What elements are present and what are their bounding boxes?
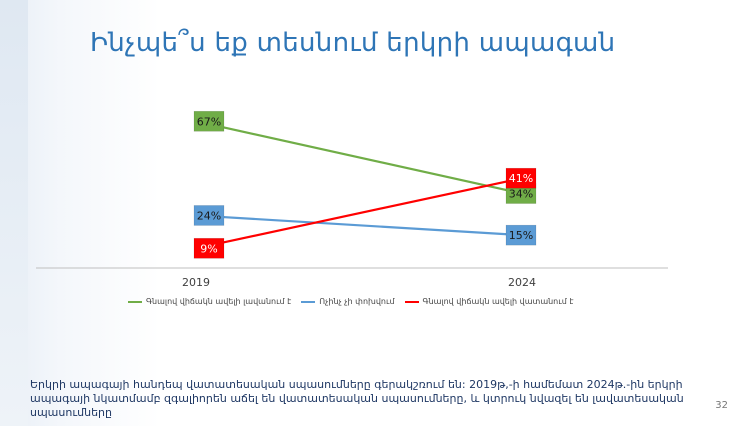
legend-item-0: Գնալով վիճակն ավելի լավանում է <box>128 297 291 306</box>
slide-title: Ինչպե՞ս եք տեսնում երկրի ապագան <box>90 28 616 58</box>
line-chart: 2019 2024 67% 34% 24% 15% 9% 41% <box>36 110 668 289</box>
legend-label-1: Ոչինչ չի փոխվում <box>319 297 395 306</box>
series-line-2 <box>195 177 523 250</box>
data-label-1-1: 15% <box>509 229 533 242</box>
legend-swatch-2 <box>404 300 419 303</box>
data-label-box-1-0 <box>193 205 225 226</box>
data-label-box-0-0 <box>193 110 225 132</box>
legend-label-0: Գնալով վիճակն ավելի լավանում է <box>146 297 292 306</box>
data-label-0-0: 67% <box>197 115 221 128</box>
data-label-1-0: 24% <box>197 209 221 222</box>
legend-item-1: Ոչինչ չի փոխվում <box>301 297 395 306</box>
data-label-2-1: 41% <box>509 172 533 185</box>
chart-legend: Գնալով վիճակն ավելի լավանում է Ոչինչ չի փ… <box>128 297 573 306</box>
data-label-0-1: 34% <box>509 188 533 201</box>
left-decor-band <box>0 0 28 426</box>
legend-label-2: Գնալով վիճակն ավելի վատանում է <box>422 297 574 306</box>
data-label-box-2-1 <box>505 167 537 189</box>
series-line-1 <box>195 214 523 237</box>
data-label-box-2-0 <box>193 237 225 259</box>
legend-swatch-0 <box>128 300 142 303</box>
legend-item-2: Գնալով վիճակն ավելի վատանում է <box>404 297 574 306</box>
x-tick-label-2019: 2019 <box>182 276 210 289</box>
page-number: 32 <box>715 400 728 411</box>
data-label-box-1-1 <box>505 224 537 246</box>
legend-swatch-1 <box>301 300 316 303</box>
slide-footer-text: Երկրի ապագայի հանդեպ վատատեսական սպասում… <box>30 378 684 419</box>
data-label-2-0: 9% <box>200 242 217 255</box>
series-line-0 <box>195 120 523 195</box>
x-tick-label-2024: 2024 <box>508 276 536 289</box>
